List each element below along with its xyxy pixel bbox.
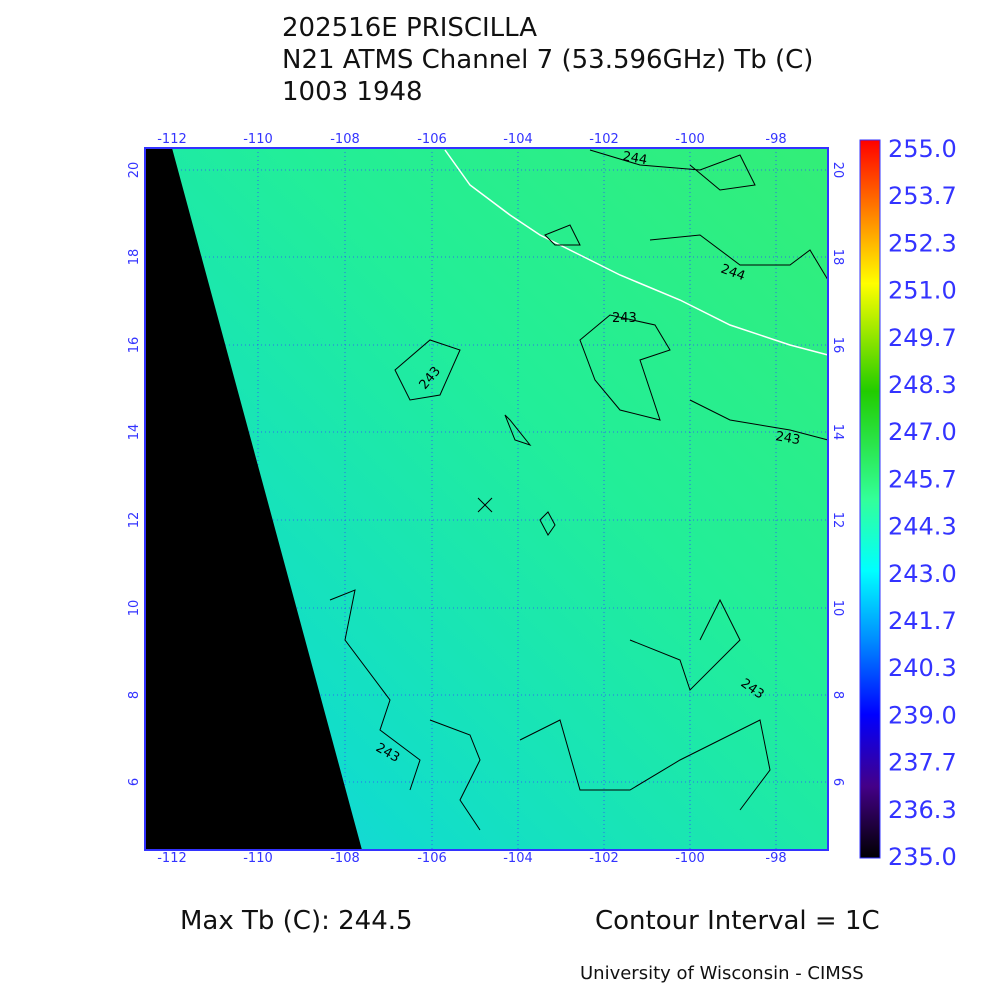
lat-label-right: 14 (830, 424, 845, 441)
lat-label-left: 14 (127, 424, 142, 441)
lat-label-left: 18 (127, 249, 142, 266)
contour-label: 243 (612, 311, 637, 326)
lon-label-bottom: -108 (330, 851, 360, 866)
lon-label-bottom: -112 (157, 851, 187, 866)
lat-label-right: 8 (830, 691, 845, 699)
colorbar-label: 243.0 (888, 560, 957, 588)
colorbar-label: 235.0 (888, 843, 957, 871)
colorbar-label: 253.7 (888, 182, 957, 210)
lat-label-left: 20 (127, 162, 142, 179)
colorbar-label: 255.0 (888, 135, 957, 163)
map-frame (144, 147, 829, 851)
header-line: 1003 1948 (282, 77, 423, 107)
contour-label: 243 (774, 429, 801, 448)
lon-label-bottom: -100 (675, 851, 705, 866)
lon-label-top: -108 (330, 132, 360, 147)
contours (329, 149, 829, 831)
colorbar-label: 241.7 (888, 607, 957, 635)
lon-label-top: -110 (243, 132, 273, 147)
lon-label-bottom: -102 (589, 851, 619, 866)
lon-label-bottom: -104 (503, 851, 533, 866)
colorbar (859, 139, 881, 859)
header-line: 202516E PRISCILLA (282, 13, 537, 43)
credit: University of Wisconsin - CIMSS (580, 963, 864, 984)
lon-label-bottom: -110 (243, 851, 273, 866)
storm-center (477, 497, 493, 513)
lat-label-right: 18 (830, 249, 845, 266)
colorbar-label: 251.0 (888, 277, 957, 305)
lat-label-right: 16 (830, 337, 845, 354)
lat-label-left: 16 (127, 337, 142, 354)
lon-label-bottom: -106 (417, 851, 447, 866)
lon-label-top: -112 (157, 132, 187, 147)
colorbar-labels: 255.0 253.7 252.3 251.0 249.7 248.3 247.0 245.7… (888, 135, 957, 871)
header-line: N21 ATMS Channel 7 (53.596GHz) Tb (C) (282, 45, 813, 75)
max-tb: Max Tb (C): 244.5 (180, 906, 413, 936)
lat-label-left: 8 (127, 691, 142, 699)
lat-label-right: 20 (830, 162, 845, 179)
coastline (444, 149, 829, 356)
colorbar-label: 236.3 (888, 796, 957, 824)
colorbar-label: 249.7 (888, 324, 957, 352)
lat-label-right: 6 (830, 778, 845, 786)
lon-label-top: -104 (503, 132, 533, 147)
colorbar-label: 248.3 (888, 371, 957, 399)
lon-label-top: -102 (589, 132, 619, 147)
lat-label-right: 10 (830, 600, 845, 617)
colorbar-label: 239.0 (888, 701, 957, 729)
lon-label-bottom: -98 (765, 851, 786, 866)
contour-interval: Contour Interval = 1C (595, 906, 880, 936)
lat-label-left: 12 (127, 512, 142, 529)
lat-label-left: 6 (127, 778, 142, 786)
colorbar-label: 240.3 (888, 654, 957, 682)
colorbar-label: 244.3 (888, 513, 957, 541)
lat-label-right: 12 (830, 512, 845, 529)
colorbar-label: 252.3 (888, 229, 957, 257)
lon-label-top: -106 (417, 132, 447, 147)
lon-label-top: -98 (765, 132, 786, 147)
colorbar-label: 237.7 (888, 749, 957, 777)
axis-labels: -112 -112 -110 -110 -108 -108 -106 -106 -104 -104… (127, 132, 845, 866)
colorbar-label: 245.7 (888, 465, 957, 493)
lat-label-left: 10 (127, 600, 142, 617)
no-data (145, 148, 362, 850)
contour-label: 244 (621, 149, 648, 168)
lon-label-top: -100 (675, 132, 705, 147)
colorbar-label: 247.0 (888, 418, 957, 446)
